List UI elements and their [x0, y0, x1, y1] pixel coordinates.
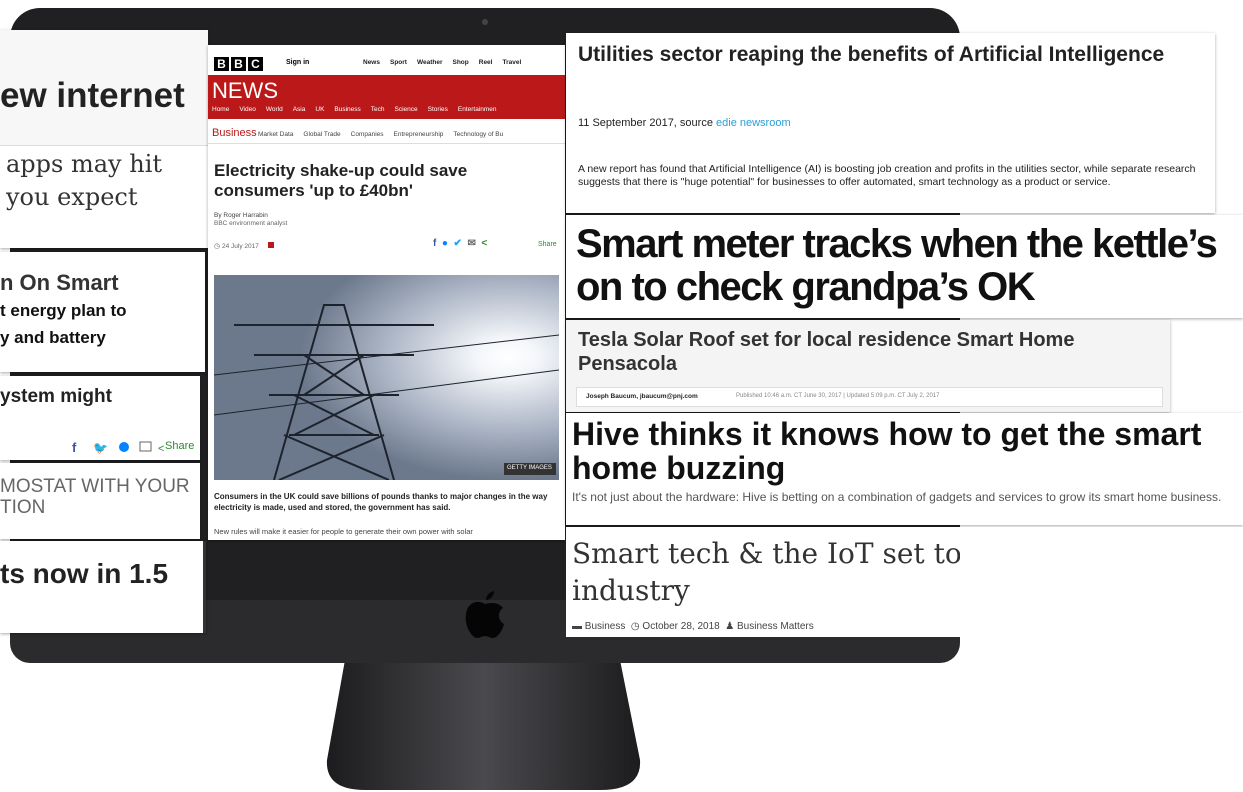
clipping: ts now in 1.5	[0, 541, 206, 633]
clipping: n On Smart t energy plan to y and batter…	[0, 252, 205, 372]
nav-item[interactable]: Entrepreneurship	[393, 131, 444, 138]
nav-item[interactable]: Entertainmen	[457, 106, 497, 113]
nav-item[interactable]: Science	[394, 106, 418, 113]
logo-letter: B	[231, 57, 246, 71]
top-nav: News Sport Weather Shop Reel Travel	[363, 59, 531, 66]
utilities-article: Utilities sector reaping the benefits of…	[566, 33, 1215, 213]
headline: Electricity shake-up could save consumer…	[214, 161, 468, 200]
clock-icon: ◷	[214, 243, 221, 250]
byline: By Roger Harrabin	[214, 212, 268, 219]
headline: Utilities sector reaping the benefits of…	[578, 43, 1165, 66]
nav-item[interactable]: Home	[212, 106, 230, 113]
sub-nav-bar	[208, 119, 565, 144]
clipping-header	[0, 30, 208, 146]
headline: ew internet	[0, 76, 185, 115]
flag-icon	[268, 242, 274, 248]
nav-item[interactable]: Stories	[427, 106, 448, 113]
byline: BBC environment analyst	[214, 220, 288, 227]
svg-text:<: <	[158, 443, 164, 455]
summary: A new report has found that Artificial I…	[578, 163, 1196, 188]
photo-credit: GETTY IMAGES	[507, 465, 552, 471]
nav-item[interactable]: World	[265, 106, 283, 113]
nav-item[interactable]: Technology of Bu	[453, 131, 504, 138]
nav-item[interactable]: Sport	[389, 59, 407, 66]
nav-item[interactable]: Market Data	[258, 131, 294, 138]
logo-letter: B	[214, 57, 229, 71]
sign-in[interactable]: Sign in	[286, 59, 310, 66]
clipping: MOSTAT WITH YOUR TION	[0, 463, 200, 539]
smart-tech-article: Smart tech & the IoT set to change the f…	[566, 527, 960, 637]
standfirst: It's not just about the hardware: Hive i…	[572, 490, 1222, 504]
bbc-logo: B B C	[214, 57, 263, 71]
svg-text:🐦: 🐦	[93, 441, 108, 455]
stand	[326, 660, 641, 790]
headline: Hive thinks it knows how to get the smar…	[572, 416, 1202, 486]
smart-meter-article: Smart meter tracks when the kettle’s on …	[566, 215, 1243, 318]
tesla-article: Tesla Solar Roof set for local residence…	[566, 320, 1170, 412]
share-label[interactable]: Share	[538, 241, 557, 248]
camera	[482, 19, 488, 25]
meta-bar	[576, 387, 1163, 407]
subhead: y and battery	[0, 328, 106, 347]
headline: Smart meter tracks when the kettle’s on …	[576, 222, 1218, 309]
news-banner	[208, 75, 565, 119]
bbc-article: B B C Sign in News Sport Weather Shop Reel Tr…	[208, 45, 565, 540]
nav-item[interactable]: Tech	[370, 106, 385, 113]
subhead: t energy plan to	[0, 301, 127, 320]
date: 11 September 2017, source	[578, 117, 713, 129]
headline: ts now in 1.5	[0, 558, 169, 589]
main-nav: Home Video World Asia UK Business Tech Science S…	[212, 106, 507, 113]
nav-item[interactable]: Video	[239, 106, 256, 113]
apple-logo	[465, 591, 504, 638]
clipping: ystem might f 🐦 < Share	[0, 376, 200, 460]
meta: ▬ Business ◷ October 28, 2018 ♟ Business…	[572, 621, 814, 632]
subhead: apps may hit	[6, 150, 163, 178]
headline: ystem might	[0, 386, 112, 407]
nav-item[interactable]: Reel	[478, 59, 493, 66]
hive-article: Hive thinks it knows how to get the smar…	[566, 413, 1243, 525]
headline: TION	[0, 497, 46, 518]
nav-item[interactable]: Global Trade	[303, 131, 341, 138]
share-icons: f ● ✔ ✉ <	[433, 238, 488, 249]
pylon-photo	[214, 275, 559, 480]
share-label[interactable]: Share	[165, 440, 195, 452]
headline: Tesla Solar Roof set for local residence…	[578, 329, 1075, 375]
nav-item[interactable]: Business	[334, 106, 361, 113]
sub-nav: Market Data Global Trade Companies Entrepre…	[258, 131, 513, 138]
headline: Smart tech & the IoT set to change the f…	[572, 537, 960, 607]
nav-item[interactable]: Weather	[416, 59, 443, 66]
nav-item[interactable]: Asia	[292, 106, 306, 113]
news-title: NEWS	[212, 78, 278, 103]
smart-tech-overflow	[960, 527, 1243, 637]
timestamp: Published 10:46 a.m. CT June 30, 2017 | …	[736, 393, 940, 399]
date-source: 11 September 2017, source edie newsroom	[578, 117, 791, 129]
body: New rules will make it easier for people…	[214, 527, 473, 536]
sub-nav-active[interactable]: Business	[212, 127, 257, 139]
nav-item[interactable]: Travel	[502, 59, 522, 66]
logo-letter: C	[248, 57, 263, 71]
nav-item[interactable]: Companies	[350, 131, 384, 138]
date: October 28, 2018	[642, 621, 720, 632]
source-link[interactable]: edie newsroom	[716, 117, 791, 129]
subhead: you expect	[6, 183, 138, 211]
nav-item[interactable]: Shop	[452, 59, 469, 66]
svg-text:f: f	[72, 440, 77, 455]
headline: MOSTAT WITH YOUR	[0, 476, 190, 497]
share-icons: f 🐦 <	[72, 440, 164, 455]
author[interactable]: Business Matters	[737, 621, 814, 632]
clipping: ew internet apps may hit you expect	[0, 30, 208, 248]
headline: n On Smart	[0, 270, 119, 295]
author: Joseph Baucum, jbaucum@pnj.com	[586, 393, 698, 400]
nav-item[interactable]: UK	[315, 106, 325, 113]
lead: Consumers in the UK could save billions …	[214, 492, 548, 512]
date: 24 July 2017	[222, 243, 259, 250]
category[interactable]: Business	[584, 621, 626, 632]
nav-item[interactable]: News	[363, 59, 380, 66]
